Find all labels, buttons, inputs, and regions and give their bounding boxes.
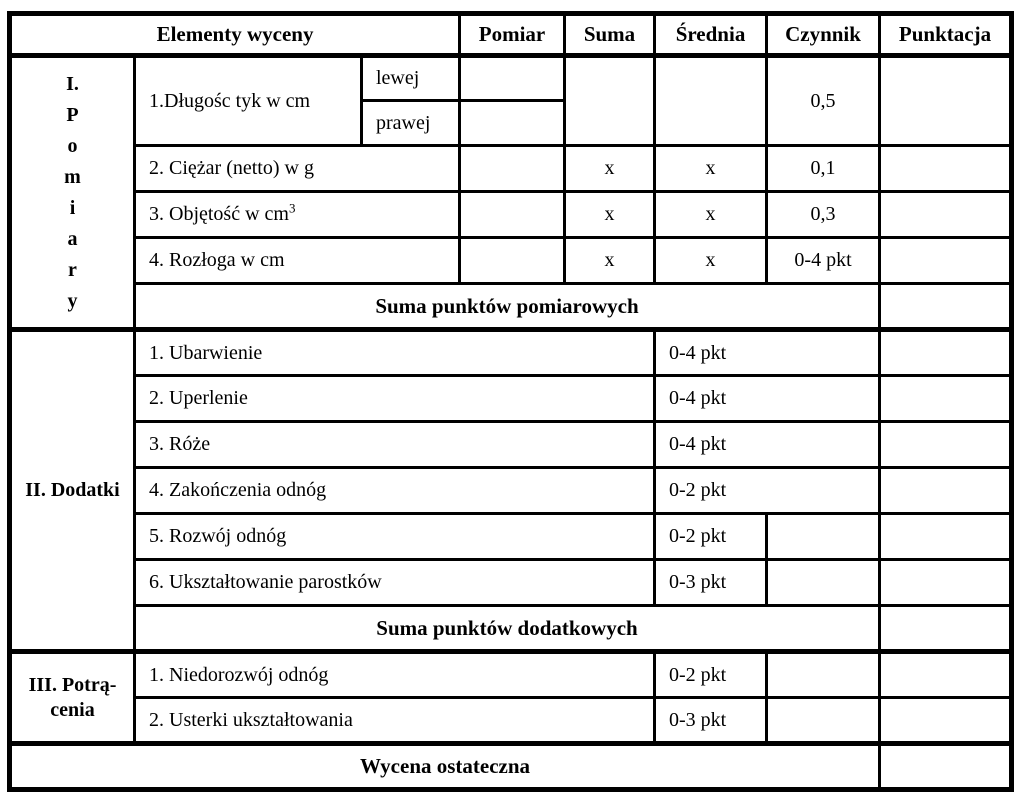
punktacja-cell-suma-dodatkowych: [878, 604, 1014, 653]
item-objetosc-superscript: 3: [288, 200, 296, 216]
item-ciezar: 2. Ciężar (netto) w g: [132, 144, 462, 193]
row-suma-pomiarowych: Suma punktów pomiarowych: [10, 282, 1014, 331]
punktacja-cell-roze: [878, 420, 1014, 469]
czynnik-cell-ciezar: 0,1: [765, 144, 882, 193]
punktacja-cell-rozwoj: [878, 512, 1014, 561]
suma-cell-ciezar: x: [563, 144, 657, 193]
item-zakonczenia: 4. Zakończenia odnóg: [132, 466, 657, 515]
pkt-cell-niedorozwoj: 0-2 pkt: [653, 649, 769, 699]
row-dlugosc-prawej: prawej: [10, 99, 1012, 147]
row-usterki: 2. Usterki ukształtowania 0-3 pkt: [10, 696, 1014, 745]
pomiar-cell-objetosc: [458, 190, 567, 239]
sub-label-lewej: lewej: [359, 53, 462, 102]
pomiar-cell-rozloga: [458, 236, 567, 285]
header-pomiar: Pomiar: [458, 12, 567, 57]
row-dlugosc-lewej: I. P o m i a r y 1.Długośc tyk w cm lewe…: [8, 53, 1014, 331]
pkt-cell-usterki: 0-3 pkt: [653, 696, 769, 745]
punktacja-cell-wycena: [878, 741, 1014, 791]
pkt-cell-uperlenie: 0-4 pkt: [653, 374, 882, 423]
srednia-cell-rozloga: x: [653, 236, 769, 285]
header-punktacja: Punktacja: [878, 12, 1014, 57]
item-dlugosc-tyk: 1.Długośc tyk w cm: [133, 53, 363, 147]
header-elementy-wyceny: Elementy wyceny: [7, 12, 462, 57]
item-niedorozwoj: 1. Niedorozwój odnóg: [132, 649, 657, 699]
row-rozwoj: 5. Rozwój odnóg 0-2 pkt: [10, 512, 1014, 561]
footer-wycena-label: Wycena ostateczna: [7, 741, 882, 791]
row-rozloga: 4. Rozłoga w cm x x 0-4 pkt: [10, 236, 1014, 285]
row-roze: 3. Róże 0-4 pkt: [10, 420, 1014, 469]
suma-cell-dlugosc: [563, 53, 657, 147]
row-objetosc: 3. Objętość w cm3 x x 0,3: [10, 190, 1014, 239]
row-uperlenie: 2. Uperlenie 0-4 pkt: [10, 374, 1014, 423]
section-label-pomiary: I. P o m i a r y: [8, 53, 136, 331]
row-suma-dodatkowych: Suma punktów dodatkowych: [10, 604, 1014, 653]
punktacja-cell-ciezar: [878, 144, 1014, 193]
item-rozloga: 4. Rozłoga w cm: [132, 236, 462, 285]
row-wycena-ostateczna: Wycena ostateczna: [7, 741, 1014, 791]
row-uksztaltowanie: 6. Ukształtowanie parostków 0-3 pkt: [10, 558, 1014, 607]
suma-cell-objetosc: x: [563, 190, 657, 239]
punktacja-cell-dlugosc: [878, 53, 1014, 147]
spacer-cell-niedorozwoj: [765, 649, 882, 699]
header-srednia: Średnia: [653, 12, 769, 57]
suma-cell-rozloga: x: [563, 236, 657, 285]
pkt-cell-ubarwienie: 0-4 pkt: [653, 327, 882, 377]
punktacja-cell-ubarwienie: [878, 327, 1014, 377]
pkt-cell-rozwoj: 0-2 pkt: [653, 512, 769, 561]
sub-label-prawej: prawej: [359, 99, 462, 147]
pomiar-cell-lewej: [458, 53, 567, 102]
row-niedorozwoj: III. Potrą- cenia 1. Niedorozwój odnóg 0…: [8, 649, 1014, 745]
sum-label-dodatkowych: Suma punktów dodatkowych: [132, 604, 882, 653]
pkt-cell-uksztaltowanie: 0-3 pkt: [653, 558, 769, 607]
czynnik-cell-objetosc: 0,3: [765, 190, 882, 239]
spacer-cell-uksztaltowanie: [765, 558, 882, 607]
item-usterki: 2. Usterki ukształtowania: [132, 696, 657, 745]
pomiar-cell-ciezar: [458, 144, 567, 193]
punktacja-cell-uksztaltowanie: [878, 558, 1014, 607]
pomiar-cell-prawej: [458, 99, 567, 147]
item-uperlenie: 2. Uperlenie: [132, 374, 657, 423]
row-ciezar: 2. Ciężar (netto) w g x x 0,1: [10, 144, 1014, 193]
punktacja-cell-objetosc: [878, 190, 1014, 239]
czynnik-cell-rozloga: 0-4 pkt: [765, 236, 882, 285]
row-ubarwienie: II. Dodatki 1. Ubarwienie 0-4 pkt: [8, 327, 1014, 653]
punktacja-cell-zakonczenia: [878, 466, 1014, 515]
header-row: Elementy wyceny Pomiar Suma Średnia Czyn…: [7, 12, 1014, 57]
item-ubarwienie: 1. Ubarwienie: [132, 327, 657, 377]
srednia-cell-dlugosc: [653, 53, 769, 147]
czynnik-cell-dlugosc: 0,5: [765, 53, 882, 147]
punktacja-cell-niedorozwoj: [878, 649, 1014, 699]
punktacja-cell-rozloga: [878, 236, 1014, 285]
item-roze: 3. Róże: [132, 420, 657, 469]
spacer-cell-usterki: [765, 696, 882, 745]
row-zakonczenia: 4. Zakończenia odnóg 0-2 pkt: [10, 466, 1014, 515]
header-czynnik: Czynnik: [765, 12, 882, 57]
item-rozwoj: 5. Rozwój odnóg: [132, 512, 657, 561]
section-label-potracenia: III. Potrą- cenia: [8, 649, 136, 745]
item-objetosc: 3. Objętość w cm3: [132, 190, 462, 239]
header-suma: Suma: [563, 12, 657, 57]
srednia-cell-ciezar: x: [653, 144, 769, 193]
punktacja-cell-usterki: [878, 696, 1014, 745]
spacer-cell-rozwoj: [765, 512, 882, 561]
srednia-cell-objetosc: x: [653, 190, 769, 239]
item-objetosc-text: 3. Objętość w cm: [149, 203, 289, 225]
sum-label-pomiarowych: Suma punktów pomiarowych: [132, 282, 882, 331]
section-label-dodatki: II. Dodatki: [8, 327, 136, 653]
pkt-cell-roze: 0-4 pkt: [653, 420, 882, 469]
pkt-cell-zakonczenia: 0-2 pkt: [653, 466, 882, 515]
punktacja-cell-uperlenie: [878, 374, 1014, 423]
scoring-table: Elementy wyceny Pomiar Suma Średnia Czyn…: [7, 11, 1015, 792]
punktacja-cell-suma-pomiarowych: [878, 282, 1014, 331]
item-uksztaltowanie: 6. Ukształtowanie parostków: [132, 558, 657, 607]
